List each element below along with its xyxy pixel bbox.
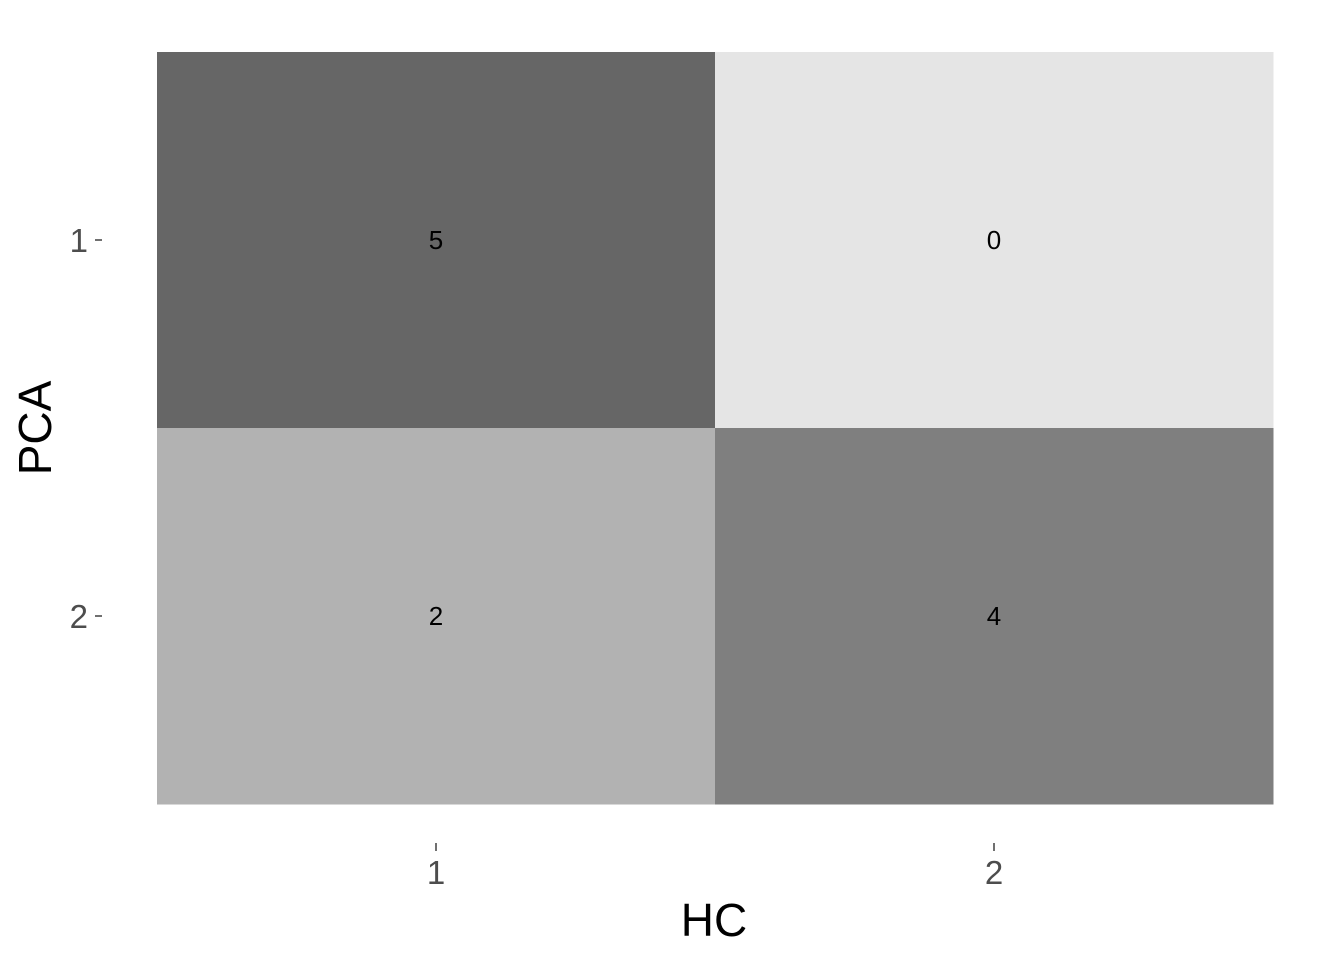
heatmap-cell-1-2 — [157, 428, 716, 805]
y-tick-label: 1 — [70, 222, 88, 259]
cell-value-label: 0 — [987, 225, 1001, 255]
x-tick-label: 2 — [985, 854, 1003, 891]
heatmap-cell-1-1 — [157, 52, 716, 429]
heatmap-cell-2-2 — [715, 428, 1274, 805]
y-axis: 12 — [70, 222, 102, 635]
cell-value-label: 4 — [987, 601, 1001, 631]
cell-value-label: 5 — [429, 225, 443, 255]
heatmap-cell-2-1 — [715, 52, 1274, 429]
y-axis-title: PCA — [9, 380, 61, 475]
y-tick-label: 2 — [70, 598, 88, 635]
cells-layer — [157, 52, 1274, 805]
x-tick-label: 1 — [427, 854, 445, 891]
cell-value-label: 2 — [429, 601, 443, 631]
x-axis-title: HC — [681, 894, 747, 946]
cell-labels-layer: 5 0 2 4 — [429, 225, 1001, 631]
